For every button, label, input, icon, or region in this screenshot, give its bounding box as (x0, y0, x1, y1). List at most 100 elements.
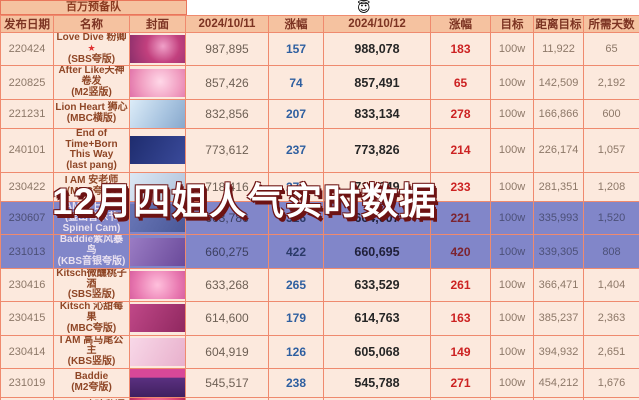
gain-1011-cell: 238 (268, 367, 324, 398)
distance-to-target-cell: 339,305 (533, 234, 584, 269)
days-needed-cell: 1,520 (583, 200, 639, 236)
table-row: 231019 Baddie (M2夸版) 545,517 238 545,788… (0, 367, 639, 398)
cover-cell (129, 200, 186, 236)
views-1011-cell: 545,517 (185, 367, 269, 398)
cover-cell (129, 127, 186, 173)
release-date-cell: 240101 (0, 127, 54, 173)
views-1011-cell: 773,612 (185, 127, 269, 173)
distance-to-target-cell: 335,993 (533, 200, 584, 236)
column-header-date-1011: 2024/10/11 (185, 15, 269, 33)
halo-smiley-emoji-icon: 😇 (357, 0, 371, 15)
name-cell: Baddie紫风暴鸟 (KBS音银夸版) (53, 234, 130, 269)
name-cell: I AM 夏日甜心 (釜山音乐节 Spinel Cam) (53, 200, 130, 236)
gain-1012-cell: 149 (430, 334, 491, 369)
views-1012-cell: 633,529 (323, 267, 431, 303)
cover-cell (129, 367, 186, 398)
views-1012-cell: 545,788 (323, 367, 431, 398)
table-row: 221231 Lion Heart 狮心 (MBC横版) 832,856 207… (0, 98, 639, 129)
distance-to-target-cell: 226,174 (533, 127, 584, 173)
views-1011-cell: 633,268 (185, 267, 269, 303)
views-1012-cell: 718,649 (323, 171, 431, 202)
cover-cell (129, 171, 186, 202)
gain-1011-cell: 157 (268, 31, 324, 67)
release-date-cell: 230422 (0, 171, 54, 202)
table-body: 220424 Love Dive 粉卿 ★ (SBS夸版) 987,895 15… (0, 31, 639, 400)
days-needed-cell: 600 (583, 98, 639, 129)
top-band: 百万预备队 😇 (0, 0, 639, 15)
views-1011-cell: 604,919 (185, 334, 269, 369)
cover-cell (129, 65, 186, 100)
gain-1012-cell: 261 (430, 267, 491, 303)
gain-1011-cell: 179 (268, 301, 324, 336)
views-1011-cell: 660,275 (185, 234, 269, 269)
name-cell: Kitsch微醺桃子酒 (SBS竖版) (53, 267, 130, 303)
target-cell: 100w (490, 234, 534, 269)
column-header-name: 名称 (53, 15, 130, 33)
gain-1012-cell: 278 (430, 98, 491, 129)
views-1012-cell: 857,491 (323, 65, 431, 100)
views-1012-cell: 833,134 (323, 98, 431, 129)
distance-to-target-cell: 454,212 (533, 367, 584, 398)
target-cell: 100w (490, 98, 534, 129)
views-1011-cell: 663,786 (185, 200, 269, 236)
cover-thumbnail (130, 100, 185, 128)
days-needed-cell: 1,404 (583, 267, 639, 303)
days-needed-cell: 2,651 (583, 334, 639, 369)
distance-to-target-cell: 385,237 (533, 301, 584, 336)
cover-cell (129, 234, 186, 269)
fancam-data-table: 发布日期 名称 封面 2024/10/11 涨幅 2024/10/12 涨幅 目… (0, 15, 639, 400)
days-needed-cell: 1,057 (583, 127, 639, 173)
name-cell: Kitsch 沁甜莓果 (MBC夸版) (53, 301, 130, 336)
cover-cell (129, 301, 186, 336)
distance-to-target-cell: 142,509 (533, 65, 584, 100)
cover-thumbnail (130, 270, 185, 299)
target-cell: 100w (490, 127, 534, 173)
views-1012-cell: 773,826 (323, 127, 431, 173)
distance-to-target-cell: 366,471 (533, 267, 584, 303)
gain-1012-cell: 221 (430, 200, 491, 236)
table-row: 231013 Baddie紫风暴鸟 (KBS音银夸版) 660,275 422 … (0, 234, 639, 269)
target-cell: 100w (490, 200, 534, 236)
days-needed-cell: 1,208 (583, 171, 639, 202)
gain-1011-cell: 74 (268, 65, 324, 100)
gain-1011-cell: 207 (268, 98, 324, 129)
views-1012-cell: 664,007 (323, 200, 431, 236)
gain-1011-cell: 265 (268, 267, 324, 303)
table-row: 240504 HEYA玫瑰私语 (MBC竖版) 481,706 489 482,… (0, 396, 639, 400)
gain-1012-cell: 214 (430, 127, 491, 173)
table-row: 220424 Love Dive 粉卿 ★ (SBS夸版) 987,895 15… (0, 31, 639, 67)
distance-to-target-cell: 166,866 (533, 98, 584, 129)
gain-1011-cell: 237 (268, 127, 324, 173)
gain-1011-cell: 270 (268, 171, 324, 202)
star-icon: ★ (87, 42, 96, 53)
gain-1011-cell: 126 (268, 334, 324, 369)
views-1011-cell: 832,856 (185, 98, 269, 129)
table-row: 230416 Kitsch微醺桃子酒 (SBS竖版) 633,268 265 6… (0, 267, 639, 303)
gain-1012-cell: 65 (430, 65, 491, 100)
cover-cell (129, 267, 186, 303)
release-date-cell: 220424 (0, 31, 54, 67)
target-cell: 100w (490, 334, 534, 369)
views-1011-cell: 857,426 (185, 65, 269, 100)
views-1011-cell: 718,416 (185, 171, 269, 202)
target-cell: 100w (490, 171, 534, 202)
cover-thumbnail (130, 304, 185, 333)
column-header-date-1012: 2024/10/12 (323, 15, 431, 33)
target-cell: 100w (490, 31, 534, 67)
days-needed-cell: 2,363 (583, 301, 639, 336)
views-1011-cell: 987,895 (185, 31, 269, 67)
name-cell: Love Dive 粉卿 ★ (SBS夸版) (53, 31, 130, 67)
target-cell: 100w (490, 267, 534, 303)
days-needed-cell: 65 (583, 31, 639, 67)
cover-thumbnail (130, 337, 185, 366)
column-header-gain-1012: 涨幅 (430, 15, 491, 33)
cover-cell (129, 31, 186, 67)
gain-1012-cell: 420 (430, 234, 491, 269)
table-row: 240101 End of Time+Born This Way (last p… (0, 127, 639, 173)
gain-1012-cell: 163 (430, 301, 491, 336)
cover-thumbnail (130, 35, 185, 64)
release-date-cell: 230607 (0, 200, 54, 236)
group-header-million-reserve: 百万预备队 (0, 0, 187, 15)
table-row: 230607 I AM 夏日甜心 (釜山音乐节 Spinel Cam) 663,… (0, 200, 639, 236)
